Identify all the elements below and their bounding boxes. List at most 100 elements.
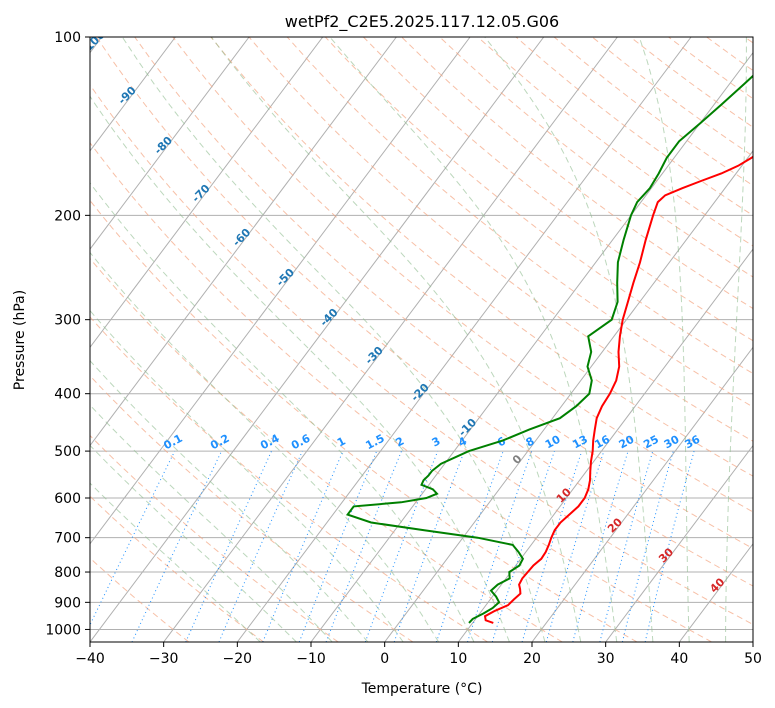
mixing-ratio-label: 0.1 [161, 432, 184, 453]
mixing-ratio-label: 10 [543, 433, 563, 452]
isotherm-label: -50 [274, 266, 297, 289]
y-tick-label: 200 [54, 208, 81, 224]
moist-adiabat-label: 0 [510, 452, 525, 467]
mixing-ratio-label: 2 [393, 434, 406, 449]
mixing-ratio-line [325, 450, 402, 642]
mixing-ratio-label: 16 [592, 433, 612, 452]
isotherm-line [163, 37, 618, 642]
y-tick-label: 400 [54, 387, 81, 403]
isotherm-line [90, 37, 250, 250]
dry-adiabat [668, 37, 753, 100]
y-tick-label: 600 [54, 491, 81, 507]
isotherm-line [90, 37, 397, 447]
mixing-ratio-label: 0.2 [208, 432, 231, 453]
chart-title: wetPf2_C2E5.2025.117.12.05.G06 [285, 12, 559, 32]
mixing-ratio-line [218, 450, 303, 642]
mixing-ratio-label: 30 [662, 433, 682, 452]
mixing-ratio-label: 0.6 [289, 432, 313, 453]
x-tick-label: 20 [523, 651, 541, 667]
moist-adiabat [90, 444, 297, 642]
mixing-ratio-line [364, 450, 439, 642]
axes: −40 −30 −20 −10 0 10 20 30 40 5010020030040050060… [45, 30, 762, 667]
mixing-ratio-line [262, 450, 344, 642]
isotherm-line [752, 641, 753, 642]
isotherm-label: -20 [408, 381, 431, 404]
dry-adiabat [401, 37, 753, 310]
moist-adiabat-label: 30 [656, 545, 676, 565]
dry-adiabat [210, 37, 753, 477]
dry-adiabat [90, 557, 190, 642]
moist-adiabat-label: 10 [554, 485, 574, 505]
mixing-ratio-line [545, 450, 605, 642]
x-tick-label: 40 [670, 651, 688, 667]
moist-adiabat [638, 37, 690, 642]
isotherm-line [384, 150, 753, 642]
moist-adiabat [484, 37, 654, 642]
isotherm-label: -90 [116, 84, 139, 107]
dewpoint-profile [345, 74, 753, 624]
y-tick-label: 100 [54, 30, 81, 46]
y-tick-label: 1000 [45, 622, 81, 638]
mixing-ratio-line [599, 450, 654, 642]
isotherm-line [531, 346, 753, 642]
x-tick-label: 50 [744, 651, 762, 667]
isotherm-line [457, 248, 753, 642]
isotherm-line [90, 37, 324, 349]
dry-adiabat [324, 37, 753, 375]
isotherm-label: -40 [317, 306, 340, 329]
moist-adiabat [90, 404, 333, 642]
x-tick-label: −20 [223, 651, 253, 667]
mixing-ratio-line [521, 450, 583, 642]
mixing-ratio-line [298, 450, 378, 642]
x-tick-label: 30 [597, 651, 615, 667]
y-tick-label: 300 [54, 313, 81, 329]
dry-adiabat [477, 37, 753, 247]
dry-adiabat [90, 257, 563, 642]
dry-adiabat [363, 37, 753, 342]
dry-adiabat [90, 434, 339, 642]
dry-adiabat [706, 37, 753, 72]
dry-adiabat [90, 495, 264, 642]
moist-adiabat [210, 37, 582, 642]
plot-frame [89, 36, 754, 643]
moist-adiabat [90, 482, 261, 642]
isotherm-label: -30 [363, 344, 386, 367]
x-axis-title: Temperature (°C) [361, 681, 483, 697]
temperature-profile [483, 155, 753, 624]
dry-adiabat [90, 375, 414, 642]
dry-adiabat [172, 37, 753, 513]
mixing-ratio-label: 36 [683, 433, 703, 452]
mixing-ratio-label: 1 [335, 434, 348, 449]
mixing-ratio-line [467, 450, 533, 642]
x-tick-label: −40 [75, 651, 105, 667]
dry-adiabat [439, 37, 753, 278]
isotherm-line [605, 444, 753, 642]
mixing-ratio-line [90, 450, 176, 626]
x-tick-label: 10 [449, 651, 467, 667]
moist-adiabat [90, 251, 440, 642]
mixing-ratio-label: 1.5 [363, 432, 386, 453]
dry-adiabat [90, 84, 753, 625]
mixing-ratio-label: 20 [617, 433, 637, 452]
moist-adiabat [90, 182, 475, 642]
moist-adiabat [725, 37, 747, 642]
mixing-ratio-line [491, 450, 555, 642]
mixing-ratio-line [393, 450, 465, 642]
y-axis-title: Pressure (hPa) [12, 290, 28, 390]
moist-adiabat [90, 359, 369, 642]
y-tick-label: 700 [54, 531, 81, 547]
isotherm-line [90, 37, 176, 152]
x-tick-label: 0 [380, 651, 389, 667]
dry-adiabat [134, 37, 753, 550]
isotherm-label: -100 [79, 28, 108, 57]
moist-adiabat [90, 95, 510, 642]
profiles [345, 74, 753, 624]
dry-adiabat [90, 199, 638, 642]
mixing-ratio-line [435, 450, 504, 642]
background-lines [90, 37, 753, 642]
y-tick-label: 900 [54, 595, 81, 611]
moist-adiabat [121, 37, 546, 642]
mixing-ratio-label: 13 [570, 433, 590, 452]
x-tick-label: −10 [296, 651, 326, 667]
